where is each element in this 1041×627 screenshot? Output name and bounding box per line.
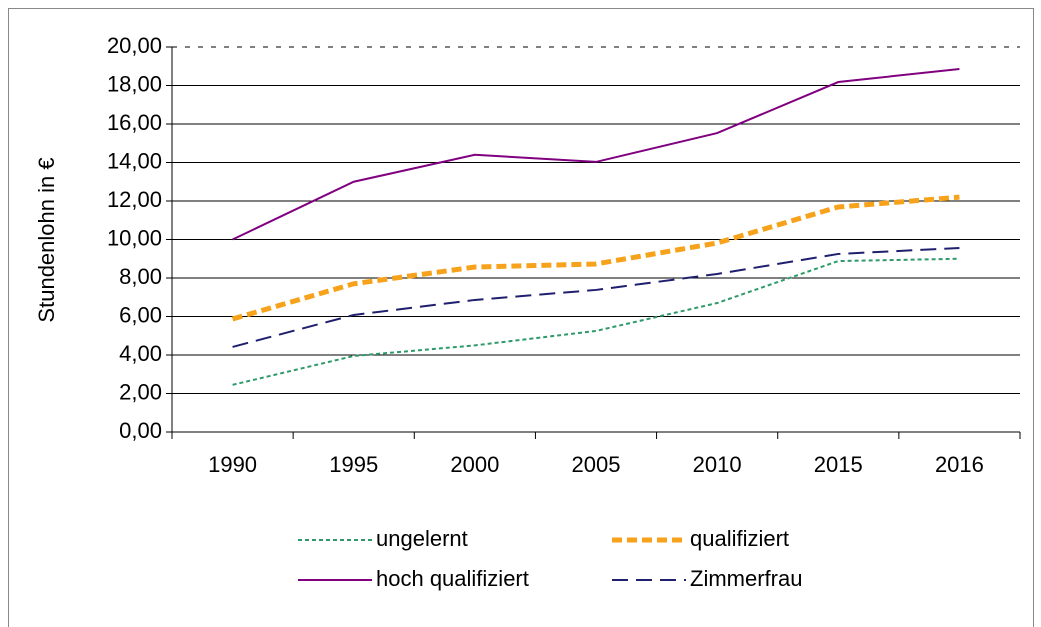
x-tick-label: 2010 bbox=[693, 452, 742, 477]
y-tick-label: 0,00 bbox=[119, 418, 162, 443]
legend-label: Zimmerfrau bbox=[690, 566, 802, 591]
legend-label: qualifiziert bbox=[690, 526, 789, 551]
legend-label: hoch qualifiziert bbox=[376, 566, 529, 591]
y-tick-label: 6,00 bbox=[119, 302, 162, 327]
x-tick-label: 2005 bbox=[572, 452, 621, 477]
legend-label: ungelernt bbox=[376, 526, 468, 551]
series-line bbox=[232, 67, 960, 241]
x-tick-label: 1995 bbox=[329, 452, 378, 477]
series-line bbox=[232, 246, 960, 348]
y-tick-label: 18,00 bbox=[107, 71, 162, 96]
y-tick-label: 12,00 bbox=[107, 187, 162, 212]
y-axis-label: Stundenlohn in € bbox=[34, 157, 59, 322]
y-tick-label: 14,00 bbox=[107, 148, 162, 173]
y-tick-label: 8,00 bbox=[119, 264, 162, 289]
y-tick-label: 10,00 bbox=[107, 225, 162, 250]
x-tick-label: 2000 bbox=[450, 452, 499, 477]
x-tick-label: 1990 bbox=[208, 452, 257, 477]
y-tick-label: 4,00 bbox=[119, 341, 162, 366]
chart-frame bbox=[8, 8, 1034, 627]
y-tick-label: 20,00 bbox=[107, 33, 162, 58]
series-line bbox=[231, 194, 960, 322]
x-tick-label: 2016 bbox=[935, 452, 984, 477]
y-tick-label: 16,00 bbox=[107, 110, 162, 135]
x-tick-label: 2015 bbox=[814, 452, 863, 477]
y-tick-label: 2,00 bbox=[119, 379, 162, 404]
